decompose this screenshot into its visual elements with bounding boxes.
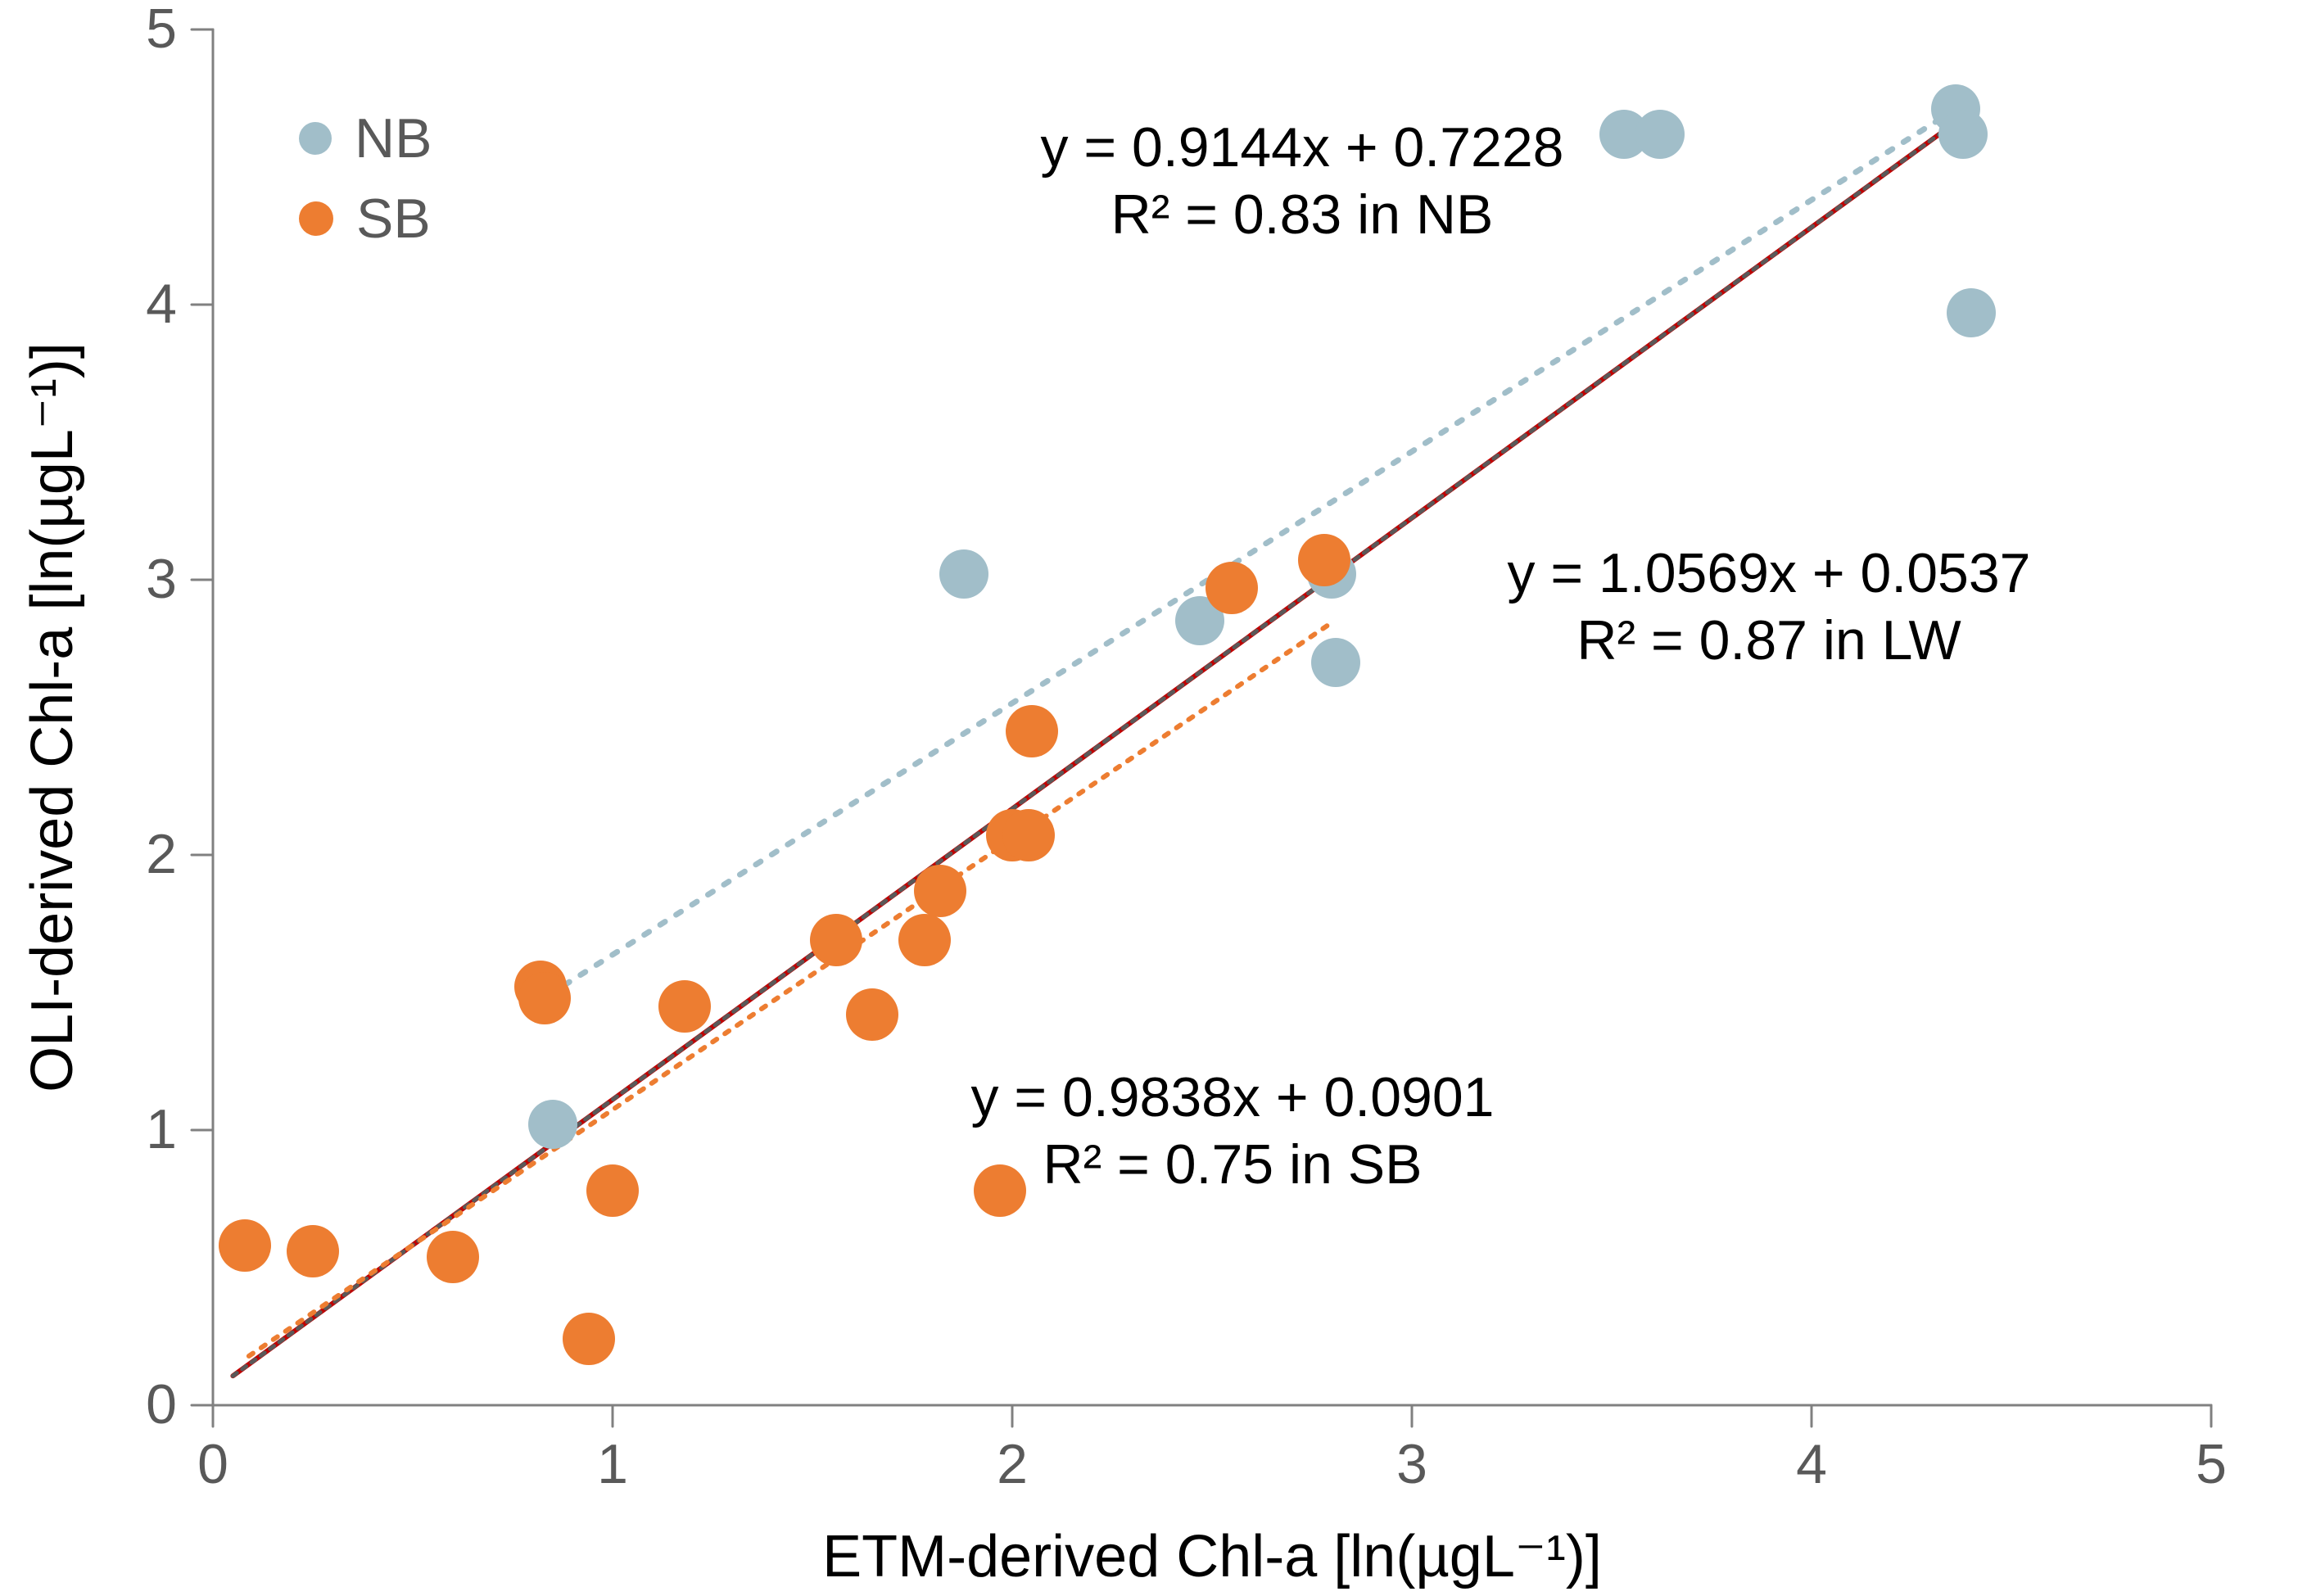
x-tick-label: 0 <box>197 1431 228 1499</box>
point-SB <box>219 1219 271 1272</box>
legend-label: SB <box>356 187 431 251</box>
point-SB <box>287 1225 339 1277</box>
y-tick-label: 0 <box>146 1372 177 1439</box>
point-SB <box>1298 534 1350 586</box>
point-SB <box>1206 562 1258 614</box>
annotation-sb-equation: y = 0.9838x + 0.0901R² = 0.75 in SB <box>971 1065 1495 1198</box>
legend-item: SB <box>299 187 432 251</box>
annotation-line: y = 1.0569x + 0.0537 <box>1508 540 2031 608</box>
point-SB <box>586 1164 639 1217</box>
annotation-line: y = 0.9838x + 0.0901 <box>971 1065 1495 1132</box>
point-SB <box>427 1231 479 1283</box>
y-tick-label: 4 <box>146 271 177 338</box>
point-NB <box>1938 110 1988 159</box>
point-SB <box>1006 705 1058 757</box>
point-SB <box>518 972 571 1024</box>
point-SB <box>898 914 951 966</box>
fit-line-SB-fit <box>249 622 1332 1356</box>
annotation-nb-equation: y = 0.9144x + 0.7228R² = 0.83 in NB <box>1041 115 1564 248</box>
annotation-line: R² = 0.75 in SB <box>971 1132 1495 1199</box>
x-tick-label: 4 <box>1796 1431 1827 1499</box>
y-tick-label: 2 <box>146 821 177 888</box>
annotation-line: y = 0.9144x + 0.7228 <box>1041 115 1564 182</box>
x-tick-label: 1 <box>597 1431 628 1499</box>
point-SB <box>1002 809 1055 861</box>
point-SB <box>563 1313 615 1365</box>
annotation-lw-equation: y = 1.0569x + 0.0537R² = 0.87 in LW <box>1508 540 2031 674</box>
x-tick-label: 3 <box>1396 1431 1427 1499</box>
x-tick-label: 5 <box>2196 1431 2227 1499</box>
legend-marker <box>299 122 332 155</box>
legend: NB SB <box>299 106 432 267</box>
point-SB <box>810 914 862 966</box>
annotation-line: R² = 0.83 in NB <box>1041 182 1564 249</box>
x-tick-label: 2 <box>997 1431 1028 1499</box>
y-tick-label: 1 <box>146 1096 177 1164</box>
chart-container: 0 1 2 3 4 5 0 1 2 3 4 5 ETM-derived Chl-a [ln(µgL⁻¹)… <box>0 0 2307 1596</box>
point-NB <box>1635 110 1685 159</box>
point-NB <box>939 549 988 599</box>
x-axis-label: ETM-derived Chl-a [ln(µgL⁻¹)] <box>822 1521 1602 1592</box>
point-SB <box>658 980 711 1033</box>
legend-item: NB <box>299 106 432 170</box>
point-NB <box>1947 288 1996 337</box>
y-axis-label: OLI-derived Chl-a [ln(µgL⁻¹)] <box>17 342 88 1092</box>
point-SB <box>846 988 898 1041</box>
point-NB <box>1311 638 1360 687</box>
legend-label: NB <box>355 106 432 170</box>
annotation-line: R² = 0.87 in LW <box>1508 608 2031 675</box>
point-SB <box>914 865 966 917</box>
point-NB <box>528 1100 577 1149</box>
y-tick-label: 5 <box>146 0 177 63</box>
legend-marker <box>299 201 333 236</box>
y-tick-label: 3 <box>146 546 177 613</box>
